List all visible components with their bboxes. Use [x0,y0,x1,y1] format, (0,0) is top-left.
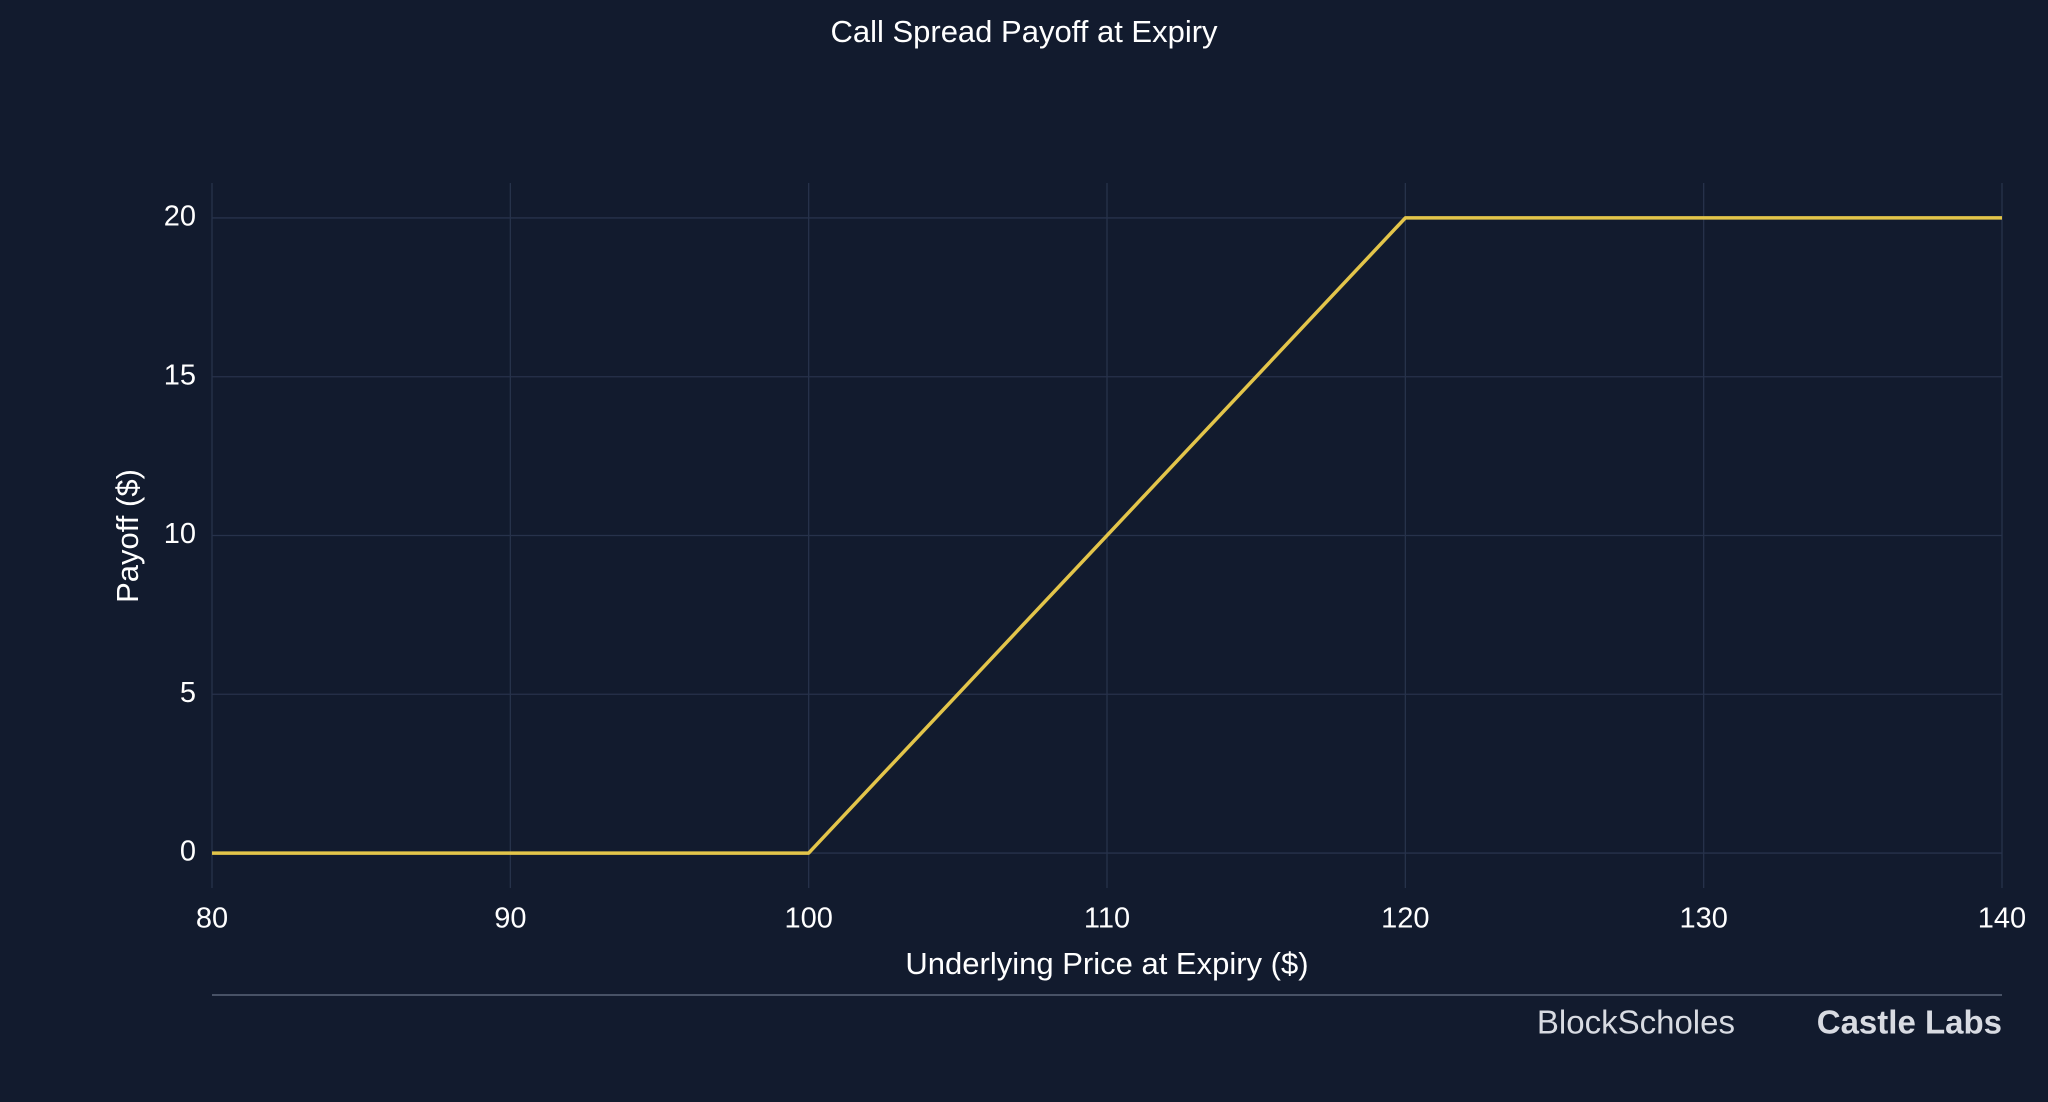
x-tick-label: 110 [1084,903,1130,935]
chart-title: Call Spread Payoff at Expiry [830,14,1218,49]
footer-logo: Castle Labs [1817,1004,2002,1041]
y-tick-label: 5 [180,677,196,709]
payoff-line [212,216,2002,855]
x-tick-label: 80 [196,903,228,935]
footer-logo: BlockScholes [1537,1004,1735,1041]
x-axis-label: Underlying Price at Expiry ($) [905,946,1308,981]
y-tick-label: 0 [180,836,196,868]
x-tick-label: 100 [784,903,832,935]
x-tick-label: 140 [1978,903,2026,935]
y-axis-label: Payoff ($) [110,469,145,603]
x-tick-label: 130 [1679,903,1727,935]
y-tick-label: 10 [164,518,196,550]
y-tick-label: 15 [164,359,196,391]
y-tick-label: 20 [164,201,196,233]
x-tick-label: 120 [1381,903,1429,935]
x-tick-label: 90 [494,903,526,935]
